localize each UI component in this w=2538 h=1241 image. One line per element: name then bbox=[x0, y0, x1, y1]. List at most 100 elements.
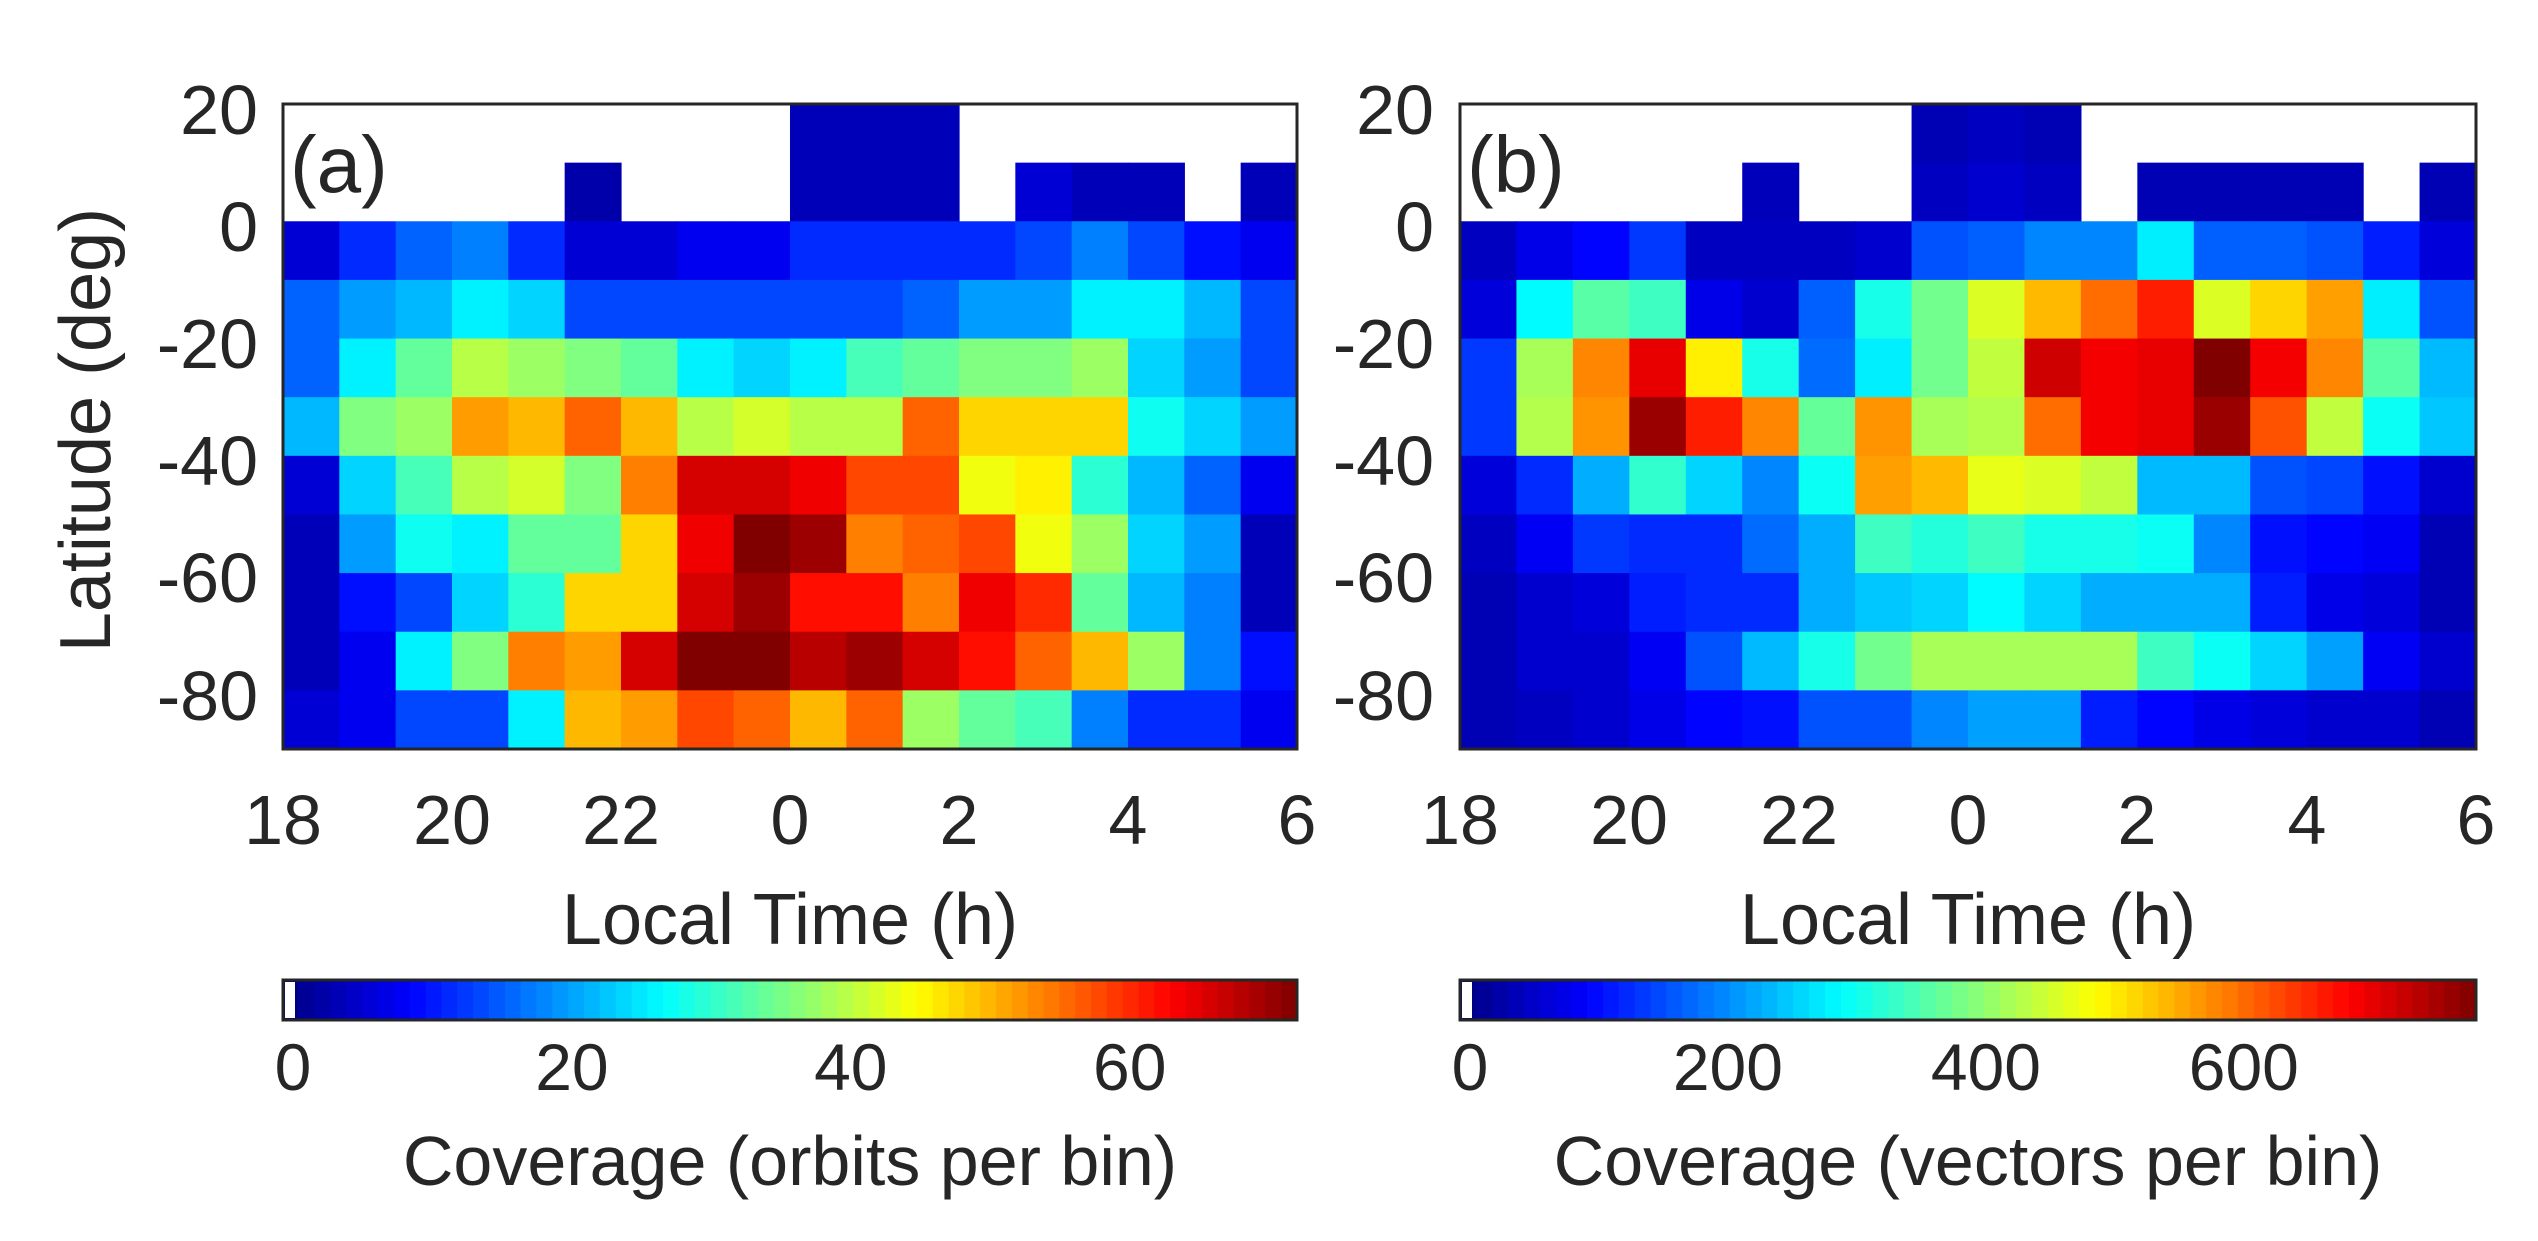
colorbar-swatch bbox=[584, 980, 601, 1020]
heatmap-cell bbox=[1240, 573, 1298, 633]
heatmap-cell bbox=[1855, 690, 1913, 750]
heatmap-cell bbox=[395, 514, 453, 574]
heatmap-cell bbox=[677, 455, 735, 516]
colorbar-swatch bbox=[1904, 980, 1921, 1020]
y-tick-label: -20 bbox=[1333, 305, 1434, 383]
heatmap-cell bbox=[1968, 514, 2026, 574]
heatmap-cell bbox=[395, 631, 453, 691]
heatmap-cell bbox=[959, 573, 1016, 633]
heatmap-cell bbox=[1240, 455, 1298, 516]
heatmap-cell bbox=[790, 104, 847, 164]
heatmap-cell bbox=[959, 455, 1016, 516]
heatmap-cell bbox=[564, 397, 622, 457]
heatmap-cell bbox=[902, 690, 960, 750]
heatmap-cell bbox=[902, 338, 960, 398]
heatmap-cell bbox=[1460, 455, 1518, 516]
colorbar-swatch bbox=[425, 980, 443, 1020]
colorbar-swatch bbox=[2444, 980, 2461, 1020]
heatmap-cell bbox=[2137, 514, 2195, 574]
heatmap-cell bbox=[1968, 338, 2026, 398]
heatmap-cell bbox=[452, 279, 509, 340]
heatmap-cell bbox=[2419, 573, 2477, 633]
colorbar-swatch bbox=[1999, 980, 2017, 1020]
heatmap-cell bbox=[1742, 162, 1800, 222]
colorbar-swatch bbox=[504, 980, 522, 1020]
heatmap-cell bbox=[508, 397, 566, 457]
heatmap-cell bbox=[2024, 397, 2082, 457]
x-tick-label: 20 bbox=[413, 781, 491, 859]
colorbar-swatch bbox=[1233, 980, 1251, 1020]
heatmap-cell bbox=[733, 338, 791, 398]
colorbar-swatch bbox=[457, 980, 474, 1020]
heatmap-cell bbox=[508, 514, 566, 574]
colorbar-tick-label: 60 bbox=[1093, 1030, 1166, 1104]
heatmap-cell bbox=[564, 162, 622, 222]
heatmap-cell bbox=[2363, 690, 2421, 750]
colorbar-swatch bbox=[2063, 980, 2080, 1020]
heatmap-cell bbox=[339, 455, 397, 516]
heatmap-cell bbox=[846, 338, 904, 398]
heatmap-cell bbox=[1460, 279, 1518, 340]
heatmap-cell bbox=[452, 631, 509, 691]
heatmap-cell bbox=[959, 338, 1016, 398]
heatmap-cell bbox=[677, 514, 735, 574]
heatmap-cell bbox=[2193, 631, 2251, 691]
colorbar-swatch bbox=[552, 980, 569, 1020]
heatmap-cell bbox=[1015, 338, 1073, 398]
heatmap-cell bbox=[1240, 397, 1298, 457]
colorbar-swatch bbox=[2380, 980, 2398, 1020]
heatmap-cell bbox=[1685, 690, 1743, 750]
colorbar-ticks-a: 0 20 40 60 bbox=[275, 1030, 1167, 1104]
colorbar-tick-label: 20 bbox=[535, 1030, 608, 1104]
colorbar-swatch bbox=[1507, 980, 1525, 1020]
heatmap-cell bbox=[790, 573, 847, 633]
colorbar-swatch bbox=[1201, 980, 1219, 1020]
heatmap-cell bbox=[1184, 221, 1242, 281]
y-tick-label: -60 bbox=[1333, 539, 1434, 617]
colorbar-swatch bbox=[837, 980, 854, 1020]
colorbar-swatch bbox=[568, 980, 585, 1020]
colorbar-swatch bbox=[2142, 980, 2160, 1020]
heatmap-cell bbox=[1911, 338, 1969, 398]
heatmap-cell bbox=[1742, 221, 1800, 281]
colorbar-swatch bbox=[1555, 980, 1572, 1020]
heatmap-cell bbox=[2250, 631, 2308, 691]
heatmap-cell bbox=[1516, 631, 1574, 691]
colorbar-swatch bbox=[1983, 980, 2001, 1020]
heatmap-cell bbox=[1911, 279, 1969, 340]
heatmap-cell bbox=[1128, 338, 1185, 398]
heatmap-cell bbox=[621, 397, 678, 457]
heatmap-cell bbox=[2193, 514, 2251, 574]
heatmap-cell bbox=[2193, 221, 2251, 281]
heatmap-cell bbox=[1015, 221, 1073, 281]
colorbar-swatch bbox=[1122, 980, 1140, 1020]
heatmap-cell bbox=[1911, 514, 1969, 574]
heatmap-cell bbox=[1460, 221, 1518, 281]
heatmap-cell bbox=[2137, 397, 2195, 457]
colorbar-swatch bbox=[885, 980, 902, 1020]
heatmap-cell bbox=[1685, 514, 1743, 574]
colorbar-swatch bbox=[1011, 980, 1029, 1020]
heatmap-cell bbox=[2193, 338, 2251, 398]
heatmap-cell bbox=[1629, 455, 1687, 516]
heatmap-cell bbox=[283, 690, 340, 750]
heatmap-cell bbox=[1968, 690, 2026, 750]
heatmap-cell bbox=[1968, 221, 2026, 281]
heatmap-cell bbox=[1968, 455, 2026, 516]
heatmap-cell bbox=[395, 397, 453, 457]
heatmap-cell bbox=[564, 221, 622, 281]
heatmap-cell bbox=[1911, 104, 1969, 164]
heatmap-cell bbox=[508, 690, 566, 750]
heatmap-cell bbox=[621, 338, 678, 398]
heatmap-cell bbox=[2250, 279, 2308, 340]
colorbar-swatch bbox=[1634, 980, 1652, 1020]
heatmap-cell bbox=[846, 631, 904, 691]
heatmap-cell bbox=[1015, 631, 1073, 691]
heatmap-cell bbox=[846, 514, 904, 574]
heatmap-cell bbox=[2363, 338, 2421, 398]
heatmap-cell bbox=[902, 631, 960, 691]
colorbar-swatch bbox=[330, 980, 347, 1020]
heatmap-cell bbox=[2419, 455, 2477, 516]
heatmap-cell bbox=[846, 221, 904, 281]
